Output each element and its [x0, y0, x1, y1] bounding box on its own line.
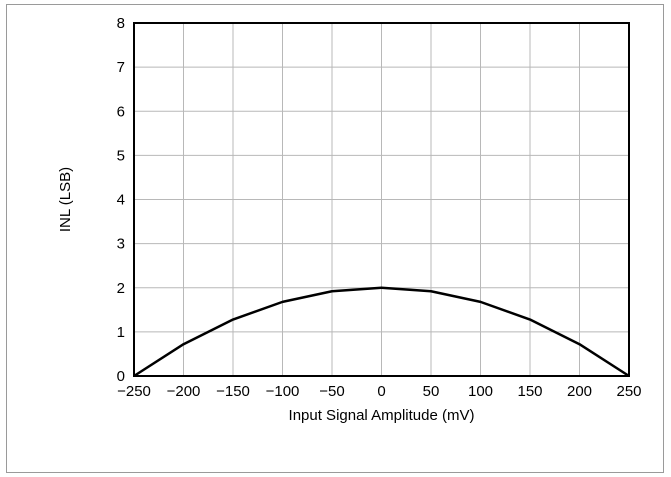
- y-tick-label: 6: [117, 103, 125, 120]
- y-tick-label: 2: [117, 280, 125, 297]
- y-tick-label: 5: [117, 147, 125, 164]
- x-tick-label: −100: [266, 383, 300, 400]
- y-tick-label: 4: [117, 192, 125, 209]
- y-tick-label: 0: [117, 368, 125, 385]
- x-tick-label: −150: [216, 383, 250, 400]
- grid-lines: [134, 23, 629, 376]
- x-tick-label: 150: [517, 383, 542, 400]
- y-tick-label: 3: [117, 236, 125, 253]
- y-tick-label: 7: [117, 59, 125, 76]
- x-tick-label: −50: [319, 383, 344, 400]
- x-axis-label: Input Signal Amplitude (mV): [289, 407, 475, 424]
- x-tick-label: 200: [567, 383, 592, 400]
- x-tick-label: 100: [468, 383, 493, 400]
- y-axis-label: INL (LSB): [57, 167, 74, 232]
- x-axis-ticks: −250 −200 −150 −100 −50 0 50 100 150 200 250: [117, 383, 641, 400]
- x-tick-label: −250: [117, 383, 151, 400]
- y-tick-label: 1: [117, 324, 125, 341]
- x-tick-label: 0: [377, 383, 385, 400]
- x-tick-label: −200: [167, 383, 201, 400]
- x-tick-label: 50: [423, 383, 440, 400]
- plot-area: [133, 22, 630, 377]
- y-tick-label: 8: [117, 15, 125, 32]
- chart-frame: [6, 4, 664, 473]
- y-axis-ticks: 0 1 2 3 4 5 6 7 8: [117, 15, 125, 385]
- x-tick-label: 250: [616, 383, 641, 400]
- series-line: [133, 286, 630, 378]
